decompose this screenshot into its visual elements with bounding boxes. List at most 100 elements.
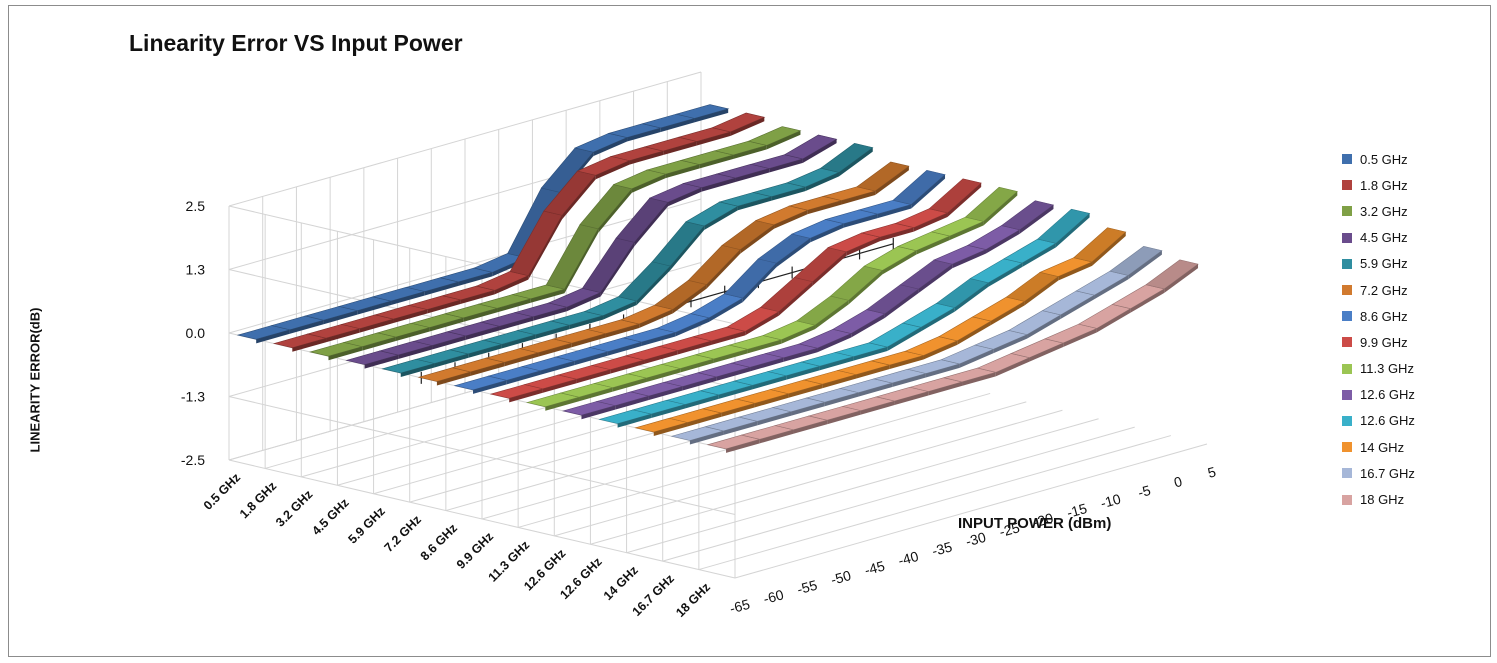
legend-swatch [1342,180,1352,191]
ribbon-edge [807,200,842,215]
ribbon-edge [1027,314,1061,339]
legend-item: 1.8 GHz [1342,172,1415,198]
ribbon-edge [424,281,459,296]
legend-label: 0.5 GHz [1360,151,1408,167]
legend-item: 0.5 GHz [1342,146,1415,172]
category-label: 7.2 GHz [382,513,424,555]
floor-gridline [698,435,1171,571]
ribbon-edge [853,347,888,361]
ribbon-edge [1060,295,1095,319]
ribbon-edge [473,380,507,394]
ribbon-edge [887,327,922,352]
z-tick-label: 0.0 [186,325,206,341]
ribbon-edge [721,403,755,417]
x-tick-label: -45 [863,557,887,578]
ribbon-edge [540,361,575,375]
ribbon-edge [595,160,630,180]
ribbon-edge [913,212,948,232]
x-tick-label: -30 [964,529,988,550]
ribbon-edge [962,372,996,386]
legend-label: 4.5 GHz [1360,230,1408,246]
ribbon-edge [769,158,803,173]
ribbon-edge [1094,275,1129,300]
ribbon-edge [535,325,570,339]
ribbon-edge [851,313,885,338]
ribbon-edge [822,374,857,389]
x-tick-label: 5 [1206,463,1218,481]
floor-gridline [662,426,1135,562]
ribbon-edge [499,316,534,331]
ribbon-edge [362,337,396,351]
ribbon-edge [699,154,734,169]
x-tick-label: -35 [930,538,954,559]
ribbon-edge [328,346,363,361]
ribbon-edge [593,137,628,157]
ribbon-edge [436,371,471,386]
legend-swatch [1342,258,1352,269]
ribbon-edge [634,202,669,247]
series-ribbon [381,143,874,378]
legend-label: 12.6 GHz [1360,387,1415,403]
category-label: 11.3 GHz [486,538,533,585]
ribbon-edge [892,373,926,388]
legend-swatch [1342,232,1352,243]
ribbon-edge [391,291,425,306]
x-tick-label: -15 [1065,500,1089,521]
ribbon-edge [509,388,543,403]
legend-item: 5.9 GHz [1342,251,1415,277]
ribbon-edge [465,326,500,340]
ribbon-edge [648,386,683,401]
series-ribbon [236,104,730,344]
ribbon-edge [605,324,640,338]
ribbon-edge [846,237,881,256]
ribbon-edge [911,174,946,209]
x-tick-label: 0 [1172,473,1184,491]
ribbon-edge [359,319,394,333]
ribbon-edge [949,221,984,241]
ribbon-edge [740,224,775,254]
ribbon-edge [882,250,917,275]
ribbon-edge [501,334,536,349]
ribbon-edge [494,275,529,295]
x-tick-label: -60 [762,586,786,607]
ribbon-edge [916,236,950,255]
ribbon-edge [701,178,736,192]
legend-swatch [1342,206,1352,217]
ribbon-edge [983,191,1018,226]
legend-item: 9.9 GHz [1342,329,1415,355]
ribbon-edge [644,350,678,365]
x-tick-label: -20 [1031,510,1055,531]
ribbon-edge [815,300,849,330]
ribbon-edge [877,204,912,219]
ribbon-edge [364,355,399,369]
category-label: 5.9 GHz [345,504,387,546]
ribbon-edge [694,108,729,123]
ribbon-edge [530,289,565,303]
ribbon-edge [665,164,700,179]
ribbon-edge [848,270,883,305]
legend-label: 16.7 GHz [1360,465,1415,481]
series-ribbon [706,259,1199,453]
ribbon-edge [788,384,823,398]
ribbon-edge [1096,308,1131,333]
ribbon-edge [730,117,765,136]
ribbon-edge [398,345,433,360]
ribbon-edge [542,379,577,393]
x-axis-label: INPUT POWER (dBm) [958,515,1112,532]
ribbon-edge [1029,343,1064,362]
category-label: 12.6 GHz [521,546,568,593]
ribbon-edge [603,300,637,320]
ribbon-edge [711,331,746,345]
ribbon-edge [988,263,1023,287]
ribbon-edge [574,351,608,366]
category-label: 12.6 GHz [557,555,604,602]
ribbon-edge [289,320,324,334]
legend-swatch [1342,337,1352,348]
ribbon-edge [564,228,599,294]
legend-item: 4.5 GHz [1342,225,1415,251]
series-ribbon [272,112,766,352]
ribbon-edge [709,298,743,322]
legend-item: 14 GHz [1342,434,1415,460]
ribbon-edge [646,368,681,383]
